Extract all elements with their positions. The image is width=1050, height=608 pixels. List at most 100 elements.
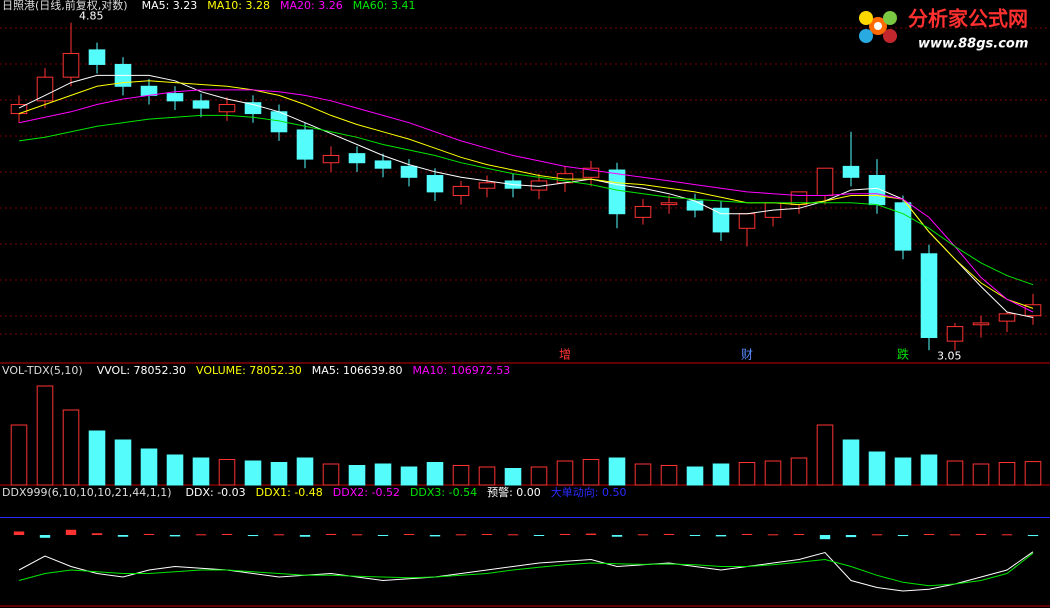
volume-bar	[660, 465, 678, 486]
ddx-bar	[559, 533, 571, 535]
candle-body	[452, 185, 470, 197]
indicator-line	[18, 74, 1034, 318]
candle-body	[1024, 304, 1042, 317]
volume-bar	[400, 466, 418, 486]
ddx-bar	[611, 535, 623, 537]
legend-entry: DDX1: -0.48	[256, 486, 323, 499]
volume-bar	[504, 468, 522, 486]
legend-entry: 大单动向: 0.50	[551, 485, 627, 499]
ddx-bar	[767, 534, 779, 536]
ddx-bar	[819, 535, 831, 540]
ddx-bar	[637, 534, 649, 536]
candle-body	[140, 85, 158, 96]
volume-bar	[140, 448, 158, 486]
ddx-bar	[195, 534, 207, 536]
ddx-bar	[793, 533, 805, 535]
panel-title: VOL-TDX(5,10)	[2, 364, 83, 377]
legend-entry: VVOL: 78052.30	[97, 364, 186, 377]
ddx-bar	[429, 535, 441, 537]
volume-bar	[608, 457, 626, 486]
candle-body	[400, 165, 418, 178]
ddx-bar	[663, 533, 675, 535]
legend-entry: MA5: 106639.80	[312, 364, 403, 377]
legend-entry: 预警: 0.00	[487, 485, 541, 499]
ddx-bar	[377, 535, 389, 536]
volume-bar	[10, 424, 28, 486]
panel-title: 日照港(日线,前复权,对数)	[2, 0, 128, 12]
legend-entry: DDX3: -0.54	[410, 486, 477, 499]
candle-body	[374, 160, 392, 169]
volume-bar	[348, 465, 366, 486]
candle-body	[634, 205, 652, 218]
volume-bar	[972, 463, 990, 486]
indicator-line	[18, 114, 1034, 286]
volume-bar	[36, 385, 54, 486]
ddx-bar	[897, 535, 909, 537]
indicator-line	[18, 80, 1034, 309]
ddx-bar	[117, 535, 129, 537]
volume-bar	[738, 462, 756, 486]
watermark: 分析家公式网 www.88gs.com	[859, 7, 1028, 52]
ddx-bar	[325, 533, 337, 535]
event-marker: 增	[559, 348, 571, 362]
candle-body	[218, 103, 236, 113]
legend-entry: MA60: 3.41	[353, 0, 416, 12]
ddx-bar	[1027, 535, 1039, 537]
volume-bar	[426, 462, 444, 486]
ddx-bar	[585, 533, 597, 535]
indicator-line	[18, 552, 1034, 587]
ddx-bar	[39, 535, 51, 538]
ddx-bar	[741, 533, 753, 535]
event-marker: 财	[741, 348, 753, 362]
volume-bar	[920, 454, 938, 486]
candle-body	[816, 167, 834, 197]
candle-body	[166, 93, 184, 102]
candle-body	[608, 169, 626, 215]
volume-bar	[946, 460, 964, 486]
ddx-bar	[169, 535, 181, 537]
ddx-bar	[949, 534, 961, 536]
ddx-bar	[689, 535, 701, 536]
ddx-bar	[351, 534, 363, 536]
candle-body	[192, 100, 210, 109]
legend-entry: DDX2: -0.52	[333, 486, 400, 499]
candle-body	[920, 253, 938, 339]
volume-bar	[218, 459, 236, 486]
ddx-bar	[403, 533, 415, 535]
event-marker: 跌	[897, 347, 909, 362]
volume-bar	[998, 462, 1016, 486]
ddx-bar	[715, 535, 727, 537]
ddx-bar	[533, 535, 545, 536]
legend-entry: MA10: 3.28	[207, 0, 270, 12]
ddx-bar	[273, 534, 285, 536]
volume-bar	[88, 430, 106, 486]
volume-bar	[322, 463, 340, 486]
watermark-url: www.88gs.com	[918, 37, 1028, 52]
volume-bar	[166, 454, 184, 486]
ddx-bar	[507, 534, 519, 536]
volume-bar	[712, 463, 730, 486]
candle-body	[426, 174, 444, 193]
ddx-bar	[871, 534, 883, 536]
volume-bar	[842, 439, 860, 486]
ddx-bar	[221, 533, 233, 535]
legend-entry: MA20: 3.26	[280, 0, 343, 12]
volume-bar	[634, 463, 652, 486]
volume-bar	[894, 457, 912, 486]
ddx-bar	[975, 533, 987, 535]
ddx-bar	[13, 531, 25, 535]
volume-bar	[764, 460, 782, 486]
candle-body	[998, 313, 1016, 322]
price-annotation: 3.05	[937, 349, 962, 362]
indicator-line	[18, 89, 1034, 313]
volume-bar	[114, 439, 132, 486]
ddx-bar	[481, 533, 493, 535]
volume-bar	[556, 460, 574, 486]
candle-body	[582, 167, 600, 178]
volume-bar	[452, 465, 470, 486]
candle-body	[348, 153, 366, 164]
ddx-bar	[247, 535, 259, 537]
candle-body	[738, 213, 756, 229]
candle-body	[478, 182, 496, 189]
